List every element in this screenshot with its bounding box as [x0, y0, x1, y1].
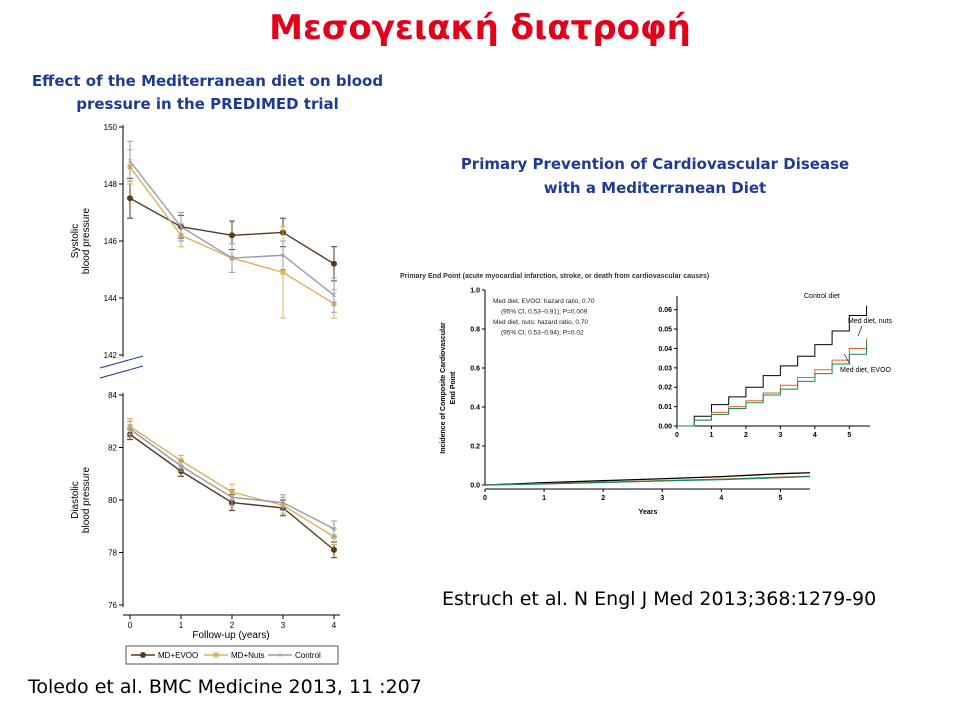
inset-label-evoo: Med diet, EVOO [840, 367, 892, 374]
data-point-evoo [127, 195, 133, 202]
km-y-tick-label: 0.6 [470, 366, 480, 373]
km-panel-title: Primary End Point (acute myocardial infa… [400, 273, 709, 280]
data-point-control: × [280, 250, 285, 260]
axis-break-mark [99, 355, 144, 369]
inset-x-tick-label: 1 [710, 432, 714, 439]
y-axis-label-systolic: blood pressure [81, 207, 92, 274]
inset-series-line [677, 340, 868, 427]
legend-label: Control [295, 651, 321, 660]
y-tick-label-diastolic: 82 [108, 444, 117, 453]
bp-chart-title: Effect of the Mediterranean diet on bloo… [10, 70, 405, 116]
x-tick-label: 1 [179, 621, 184, 630]
inset-y-tick-label: 0.04 [658, 346, 672, 353]
data-point-evoo [331, 260, 337, 267]
y-tick-label-systolic: 144 [104, 294, 118, 303]
legend-label: MD+Nuts [231, 651, 265, 660]
y-axis-label-diastolic: blood pressure [81, 466, 92, 533]
data-point-control: × [280, 498, 285, 508]
inset-label-control: Control diet [804, 293, 840, 300]
legend-box [125, 645, 339, 665]
legend-label: MD+EVOO [158, 651, 198, 660]
inset-series-line [677, 305, 868, 427]
reference-right: Estruch et al. N Engl J Med 2013;368:127… [442, 588, 877, 610]
legend-marker: × [277, 650, 282, 660]
inset-label-nuts: Med diet, nuts [848, 318, 892, 325]
inset-y-tick-label: 0.06 [658, 307, 672, 314]
axis-break-mark [99, 365, 144, 379]
cv-chart-title: Primary Prevention of Cardiovascular Dis… [440, 152, 870, 200]
km-x-axis-label: Years [639, 509, 658, 516]
km-y-axis-label: Incidence of Composite Cardiovascular [440, 322, 447, 454]
legend-marker [213, 652, 219, 658]
y-tick-label-systolic: 148 [104, 180, 118, 189]
reference-left: Toledo et al. BMC Medicine 2013, 11 :207 [28, 676, 422, 698]
inset-label-pointer [843, 353, 851, 365]
km-y-tick-label: 0.0 [470, 483, 480, 490]
data-point-control: × [127, 424, 132, 434]
inset-x-tick-label: 2 [744, 432, 748, 439]
x-tick-label: 3 [281, 621, 286, 630]
inset-x-tick-label: 0 [675, 432, 679, 439]
y-tick-label-systolic: 150 [104, 123, 118, 132]
km-annotation: (95% CI, 0.53–0.91); P=0.009 [501, 309, 588, 316]
y-axis-label-diastolic: Diastolic [70, 481, 81, 519]
km-series-line [484, 475, 811, 486]
y-tick-label-systolic: 146 [104, 237, 118, 246]
inset-x-tick-label: 4 [813, 432, 817, 439]
inset-y-tick-label: 0.05 [658, 327, 672, 334]
inset-label-pointer [857, 325, 863, 337]
km-x-tick-label: 1 [542, 495, 546, 502]
km-y-tick-label: 0.8 [470, 327, 480, 334]
km-x-tick-label: 3 [660, 495, 664, 502]
x-tick-label: 0 [128, 621, 133, 630]
inset-y-tick-label: 0.00 [658, 424, 672, 431]
y-tick-label-diastolic: 76 [108, 601, 117, 610]
inset-x-tick-label: 3 [778, 432, 782, 439]
km-annotation: Med diet, EVOO: hazard ratio, 0.70 [493, 298, 595, 305]
km-annotation: (95% CI, 0.53–0.94); P=0.02 [501, 330, 584, 337]
data-point-nuts [280, 269, 286, 275]
y-tick-label-diastolic: 80 [108, 496, 117, 505]
km-y-tick-label: 1.0 [470, 288, 480, 295]
inset-y-tick-label: 0.02 [658, 385, 672, 392]
data-point-control: × [229, 492, 234, 502]
data-point-control: × [178, 461, 183, 471]
km-x-tick-label: 2 [601, 495, 605, 502]
cv-title-line1: Primary Prevention of Cardiovascular Dis… [460, 155, 850, 173]
bp-title-line2: pressure in the PREDIMED trial [76, 95, 339, 113]
y-axis-label-systolic: Systolic [70, 224, 81, 258]
data-point-evoo [229, 232, 235, 239]
data-point-control: × [229, 253, 234, 263]
legend-marker [140, 652, 146, 658]
x-tick-label: 4 [332, 621, 337, 630]
bp-title-line1: Effect of the Mediterranean diet on bloo… [31, 72, 384, 90]
data-point-evoo [331, 546, 337, 553]
inset-y-tick-label: 0.03 [658, 365, 672, 372]
x-axis-label: Follow-up (years) [192, 630, 269, 641]
km-x-tick-label: 5 [779, 495, 783, 502]
data-point-control: × [127, 156, 132, 166]
inset-x-tick-label: 5 [847, 432, 851, 439]
inset-y-tick-label: 0.01 [658, 404, 672, 411]
km-y-axis-label: End Point [450, 371, 457, 404]
x-tick-label: 2 [230, 621, 235, 630]
km-y-tick-label: 0.2 [470, 444, 480, 451]
data-point-control: × [178, 222, 183, 232]
slide-title: Μεσογειακή διατροφή [269, 8, 691, 48]
y-tick-label-systolic: 142 [104, 351, 118, 360]
km-annotation: Med diet, nuts: hazard ratio, 0.70 [493, 319, 588, 326]
km-inset-background [640, 288, 878, 443]
km-y-tick-label: 0.4 [470, 405, 480, 412]
cv-title-line2: with a Mediterranean Diet [543, 179, 767, 197]
y-tick-label-diastolic: 84 [108, 391, 117, 400]
y-tick-label-diastolic: 78 [108, 549, 117, 558]
km-x-tick-label: 4 [719, 495, 723, 502]
km-series-line [484, 472, 811, 486]
data-point-control: × [331, 524, 336, 534]
km-x-tick-label: 0 [483, 495, 487, 502]
data-point-control: × [331, 290, 336, 300]
